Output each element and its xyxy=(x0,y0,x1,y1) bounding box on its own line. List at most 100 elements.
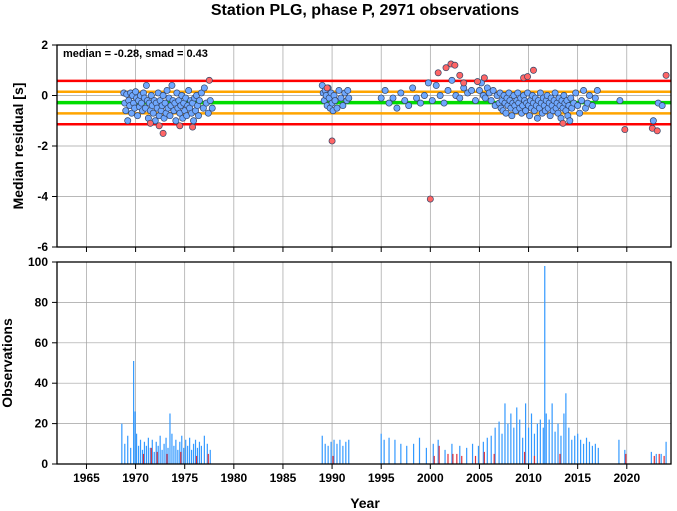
residual-point xyxy=(323,84,331,92)
residual-point xyxy=(456,71,464,79)
residual-point xyxy=(653,127,661,135)
residual-point xyxy=(345,94,353,102)
x-tick-label: 1985 xyxy=(270,471,297,485)
residual-panel: -6 -4 -2 0 2 median = -0.28, smad = 0.43 Med… xyxy=(10,38,672,254)
residual-point xyxy=(149,109,157,117)
y-tick-label: 0 xyxy=(41,89,48,103)
residual-point xyxy=(159,92,167,99)
x-axis-label: Year xyxy=(350,495,380,511)
residual-point xyxy=(163,86,171,94)
residual-point xyxy=(444,86,452,94)
residual-point xyxy=(456,94,464,102)
residual-point xyxy=(434,69,442,77)
residual-point xyxy=(397,89,405,97)
residual-point xyxy=(487,97,495,105)
residual-point xyxy=(138,99,145,107)
residual-point xyxy=(128,109,136,117)
y-tick-label: -4 xyxy=(37,190,48,204)
residual-point xyxy=(142,81,150,89)
residual-point xyxy=(566,117,574,125)
residual-point xyxy=(134,112,142,120)
residual-point xyxy=(621,126,629,134)
residual-point xyxy=(333,104,341,112)
residual-point xyxy=(468,86,476,94)
residual-y-ticks: -6 -4 -2 0 2 xyxy=(37,38,628,254)
y-tick-label: 20 xyxy=(35,417,49,431)
residual-point xyxy=(409,84,417,92)
residual-point xyxy=(554,109,562,117)
stats-annotation: median = -0.28, smad = 0.43 xyxy=(63,48,208,60)
residual-point xyxy=(475,86,483,94)
y-tick-label: 100 xyxy=(28,255,48,269)
residual-point xyxy=(508,112,516,120)
residual-point xyxy=(658,102,666,110)
observations-grid xyxy=(57,261,671,465)
x-tick-label: 2005 xyxy=(466,471,493,485)
residual-point xyxy=(176,122,184,130)
residual-point xyxy=(616,97,624,105)
residual-point xyxy=(526,112,533,120)
residual-point xyxy=(489,86,497,94)
observations-y-axis-label: Observations xyxy=(0,318,15,408)
residual-point xyxy=(190,117,198,125)
residual-point xyxy=(337,94,345,102)
residual-point xyxy=(514,89,522,97)
residual-point xyxy=(426,195,434,203)
residual-point xyxy=(147,92,155,99)
residual-point xyxy=(335,86,343,94)
residual-point xyxy=(460,79,468,87)
residual-point xyxy=(420,92,428,99)
residual-point xyxy=(195,112,202,120)
residual-point xyxy=(580,86,588,94)
residual-point xyxy=(440,99,448,107)
x-tick-label: 2015 xyxy=(564,471,591,485)
residual-point xyxy=(662,71,670,79)
residual-point xyxy=(480,74,488,82)
residual-point xyxy=(559,119,567,127)
observations-plot-frame xyxy=(56,261,672,465)
residual-point xyxy=(195,97,203,105)
residual-point xyxy=(567,94,575,102)
residual-point xyxy=(574,102,582,110)
residual-point xyxy=(122,107,130,115)
residual-point xyxy=(593,86,601,94)
residual-point xyxy=(578,97,586,105)
chart-title: Station PLG, phase P, 2971 observations xyxy=(211,2,519,19)
residual-point xyxy=(436,92,444,99)
x-tick-label: 2020 xyxy=(613,471,640,485)
residual-point xyxy=(328,137,336,145)
residual-point xyxy=(161,99,169,107)
y-tick-label: 0 xyxy=(41,457,48,471)
residual-point xyxy=(591,94,599,102)
observations-ticks: 0 20 40 60 80 100 1965 1970 1975 1980 1985 1990 1995… xyxy=(28,255,640,485)
residual-point xyxy=(159,129,167,137)
x-tick-label: 2010 xyxy=(515,471,542,485)
residual-point xyxy=(168,81,176,89)
x-tick-label: 1965 xyxy=(73,471,100,485)
residual-point xyxy=(200,84,208,92)
residual-point xyxy=(560,92,568,99)
x-tick-label: 1970 xyxy=(122,471,149,485)
residual-point xyxy=(197,89,205,97)
residual-point xyxy=(401,97,409,105)
residual-point xyxy=(377,94,385,102)
residual-point xyxy=(393,104,401,112)
x-tick-label: 1995 xyxy=(368,471,395,485)
residual-point xyxy=(206,97,214,105)
residual-points xyxy=(120,60,670,203)
residual-point xyxy=(146,119,154,127)
residual-point xyxy=(546,112,554,120)
residual-point xyxy=(551,89,559,97)
residual-point xyxy=(533,114,541,122)
x-tick-label: 1990 xyxy=(319,471,346,485)
residual-point xyxy=(389,94,397,102)
y-tick-label: 60 xyxy=(35,336,49,350)
residual-point xyxy=(502,109,510,117)
y-tick-label: 80 xyxy=(35,295,49,309)
residual-point xyxy=(344,86,352,94)
residual-point xyxy=(339,102,347,110)
residual-point xyxy=(205,76,213,84)
y-tick-label: 40 xyxy=(35,376,49,390)
residual-y-axis-label: Median residual [s] xyxy=(10,83,26,210)
